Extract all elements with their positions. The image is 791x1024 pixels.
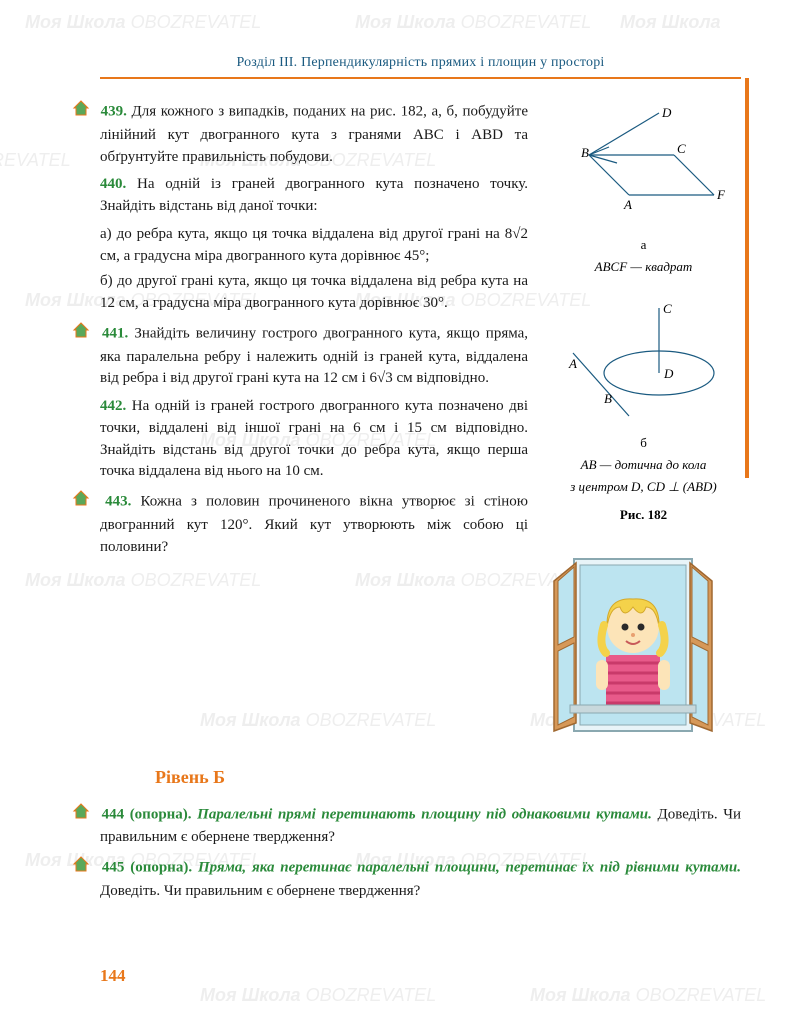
problem-440b: б) до другої грані кута, якщо ця точка в… xyxy=(100,271,528,315)
fig-b-note2: з центром D, CD ⊥ (ABD) xyxy=(546,478,741,496)
header-rule xyxy=(100,77,741,79)
window-illustration xyxy=(546,545,716,745)
problem-444: 444 (опорна). Паралельні прямі перетинаю… xyxy=(100,802,741,850)
page-number: 144 xyxy=(100,966,126,986)
house-icon xyxy=(72,99,90,125)
fig-a-note: ABCF — квадрат xyxy=(546,258,741,276)
svg-text:D: D xyxy=(661,105,672,120)
content-area: 439. Для кожного з випадків, поданих на … xyxy=(100,99,741,745)
problem-440: 440. На одній із граней двогранного кута… xyxy=(100,174,528,315)
problem-text: Кожна з половин прочиненого вікна утворю… xyxy=(100,493,528,554)
problem-number: 443. xyxy=(105,493,131,509)
svg-text:A: A xyxy=(623,197,632,212)
house-icon xyxy=(72,802,90,828)
fig-b-note1: AB — дотична до кола xyxy=(546,456,741,474)
problem-number: 440. xyxy=(100,176,126,192)
svg-text:D: D xyxy=(663,366,674,381)
problem-443: 443. Кожна з половин прочиненого вікна у… xyxy=(100,489,528,558)
problem-bold: Пряма, яка перетинає паралельні площини,… xyxy=(198,859,741,875)
problem-440a: а) до ребра кута, якщо ця точка віддален… xyxy=(100,224,528,268)
figure-caption: Рис. 182 xyxy=(546,506,741,524)
problem-rest: Доведіть. Чи правильним є обернене тверд… xyxy=(100,883,420,899)
problem-number: 442. xyxy=(100,398,126,414)
problem-439: 439. Для кожного з випадків, поданих на … xyxy=(100,99,528,168)
problem-number: 444 (опорна). xyxy=(102,806,192,822)
problem-text: Для кожного з випадків, поданих на рис. … xyxy=(100,103,528,164)
svg-text:F: F xyxy=(716,187,726,202)
svg-text:A: A xyxy=(568,356,577,371)
problem-number: 439. xyxy=(101,103,127,119)
figure-182a: B C A F D xyxy=(559,105,729,225)
level-b-heading: Рівень Б xyxy=(155,767,741,788)
fig-a-label: а xyxy=(546,236,741,254)
house-icon xyxy=(72,855,90,881)
figure-182b: C D A B xyxy=(559,293,729,423)
svg-text:B: B xyxy=(581,145,589,160)
svg-text:B: B xyxy=(604,391,612,406)
problem-number: 441. xyxy=(102,325,128,341)
fig-b-label: б xyxy=(546,434,741,452)
svg-text:C: C xyxy=(663,301,672,316)
problem-445: 445 (опорна). Пряма, яка перетинає парал… xyxy=(100,855,741,903)
problem-text: На одній із граней гострого двогранного … xyxy=(100,398,528,479)
problem-442: 442. На одній із граней гострого двогран… xyxy=(100,396,528,483)
right-column: B C A F D а ABCF — квадрат C D xyxy=(546,99,741,745)
left-column: 439. Для кожного з випадків, поданих на … xyxy=(100,99,528,745)
bottom-problems: 444 (опорна). Паралельні прямі перетинаю… xyxy=(100,802,741,903)
house-icon xyxy=(72,489,90,515)
house-icon xyxy=(72,321,90,347)
problem-441: 441. Знайдіть величину гострого двогранн… xyxy=(100,321,528,390)
chapter-header: Розділ ІІІ. Перпендикулярність прямих і … xyxy=(100,55,741,71)
svg-text:C: C xyxy=(677,141,686,156)
problem-bold: Паралельні прямі перетинають площину під… xyxy=(197,806,652,822)
right-orange-bar xyxy=(745,78,749,478)
page: Розділ ІІІ. Перпендикулярність прямих і … xyxy=(0,0,791,1024)
problem-intro: На одній із граней двогранного кута позн… xyxy=(100,176,528,214)
problem-number: 445 (опорна). xyxy=(102,859,192,875)
problem-text: Знайдіть величину гострого двогранного к… xyxy=(100,325,528,386)
